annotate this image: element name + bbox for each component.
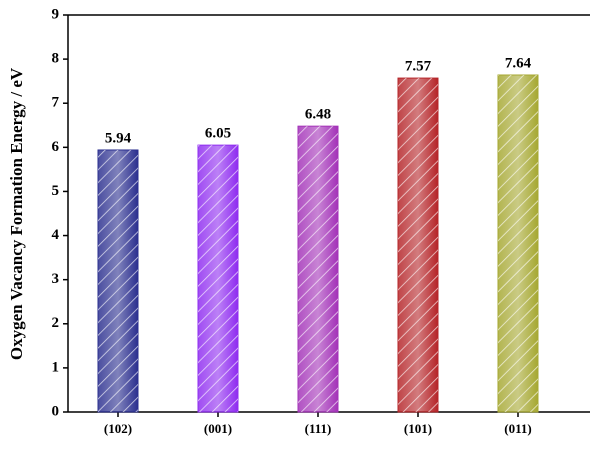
y-tick-label: 1 bbox=[52, 359, 60, 375]
bar-hatch bbox=[98, 149, 138, 413]
y-tick-label: 9 bbox=[52, 6, 60, 22]
value-label: 5.94 bbox=[105, 130, 132, 146]
x-tick-label: (011) bbox=[504, 421, 531, 436]
y-tick-label: 4 bbox=[52, 227, 60, 243]
bar-hatch bbox=[398, 78, 438, 412]
bar-hatch bbox=[298, 126, 338, 412]
y-axis-label: Oxygen Vacancy Formation Energy / eV bbox=[7, 67, 26, 360]
y-tick-label: 0 bbox=[52, 403, 60, 419]
y-tick-label: 5 bbox=[52, 183, 60, 199]
value-label: 6.48 bbox=[305, 107, 331, 123]
y-tick-label: 3 bbox=[52, 271, 60, 287]
y-tick-label: 7 bbox=[52, 95, 60, 111]
bar-hatch bbox=[498, 74, 538, 412]
x-tick-label: (101) bbox=[404, 421, 432, 436]
value-label: 7.64 bbox=[505, 55, 532, 71]
y-tick-label: 6 bbox=[52, 139, 60, 155]
x-tick-label: (102) bbox=[104, 421, 132, 436]
y-tick-label: 2 bbox=[52, 315, 60, 331]
bar-hatch bbox=[198, 145, 238, 412]
y-tick-label: 8 bbox=[52, 51, 60, 67]
x-tick-label: (001) bbox=[204, 421, 232, 436]
value-label: 6.05 bbox=[205, 126, 231, 142]
x-tick-label: (111) bbox=[305, 421, 332, 436]
value-label: 7.57 bbox=[405, 59, 432, 75]
